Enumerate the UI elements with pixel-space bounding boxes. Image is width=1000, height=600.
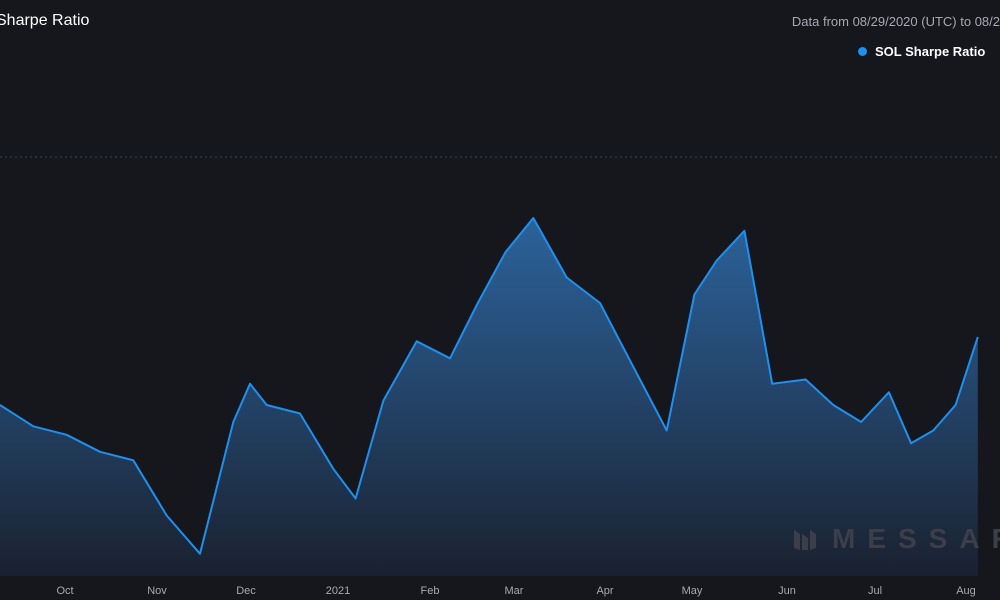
x-tick-label: Oct <box>56 585 73 597</box>
x-tick-label: Nov <box>147 585 167 597</box>
messari-watermark: MESSAR <box>792 523 1000 555</box>
area-fill <box>0 218 978 576</box>
series-line <box>0 217 979 555</box>
legend[interactable]: SOL Sharpe Ratio <box>858 44 985 59</box>
legend-dot-icon <box>858 47 867 56</box>
x-tick-label: Aug <box>956 585 976 597</box>
watermark-text: MESSAR <box>832 523 1000 554</box>
legend-label: SOL Sharpe Ratio <box>875 44 986 59</box>
date-range-subtitle: Data from 08/29/2020 (UTC) to 08/2 <box>791 14 1000 29</box>
x-axis: Oct Nov Dec 2021 Feb Mar Apr May Jun Jul Aug <box>56 585 975 597</box>
messari-logo-icon <box>794 530 816 550</box>
x-tick-label: Dec <box>236 585 256 597</box>
x-tick-label: Apr <box>596 585 613 597</box>
chart-title: Sharpe Ratio <box>0 12 90 29</box>
x-tick-label: May <box>682 585 703 597</box>
x-tick-label: Jul <box>868 585 882 597</box>
x-tick-label: Feb <box>421 585 440 597</box>
x-tick-label: Mar <box>505 585 524 597</box>
x-tick-label: Jun <box>778 585 796 597</box>
x-tick-label: 2021 <box>326 585 350 597</box>
